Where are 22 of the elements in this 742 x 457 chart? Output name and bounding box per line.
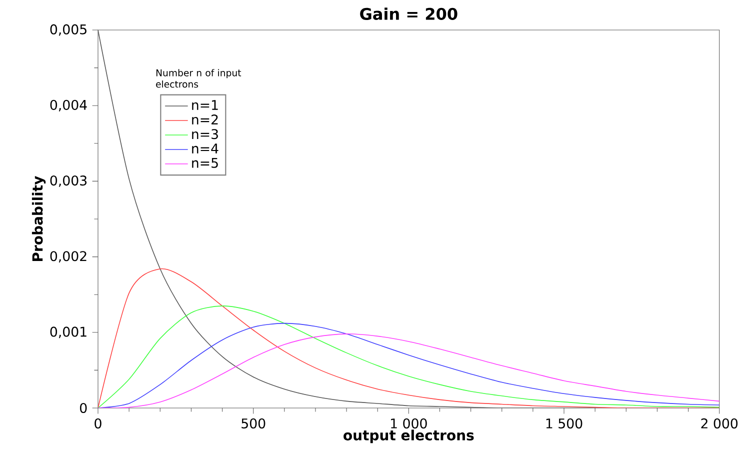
x-tick-label: 500: [242, 418, 266, 428]
chart-title: Gain = 200: [360, 8, 458, 20]
y-tick-label: 0,002: [50, 251, 86, 263]
line-series: [98, 268, 720, 408]
y-tick-label: 0,001: [50, 326, 86, 338]
legend-label: n=1: [192, 100, 218, 110]
y-tick-label: 0: [80, 402, 87, 414]
y-tick-label: 0,004: [50, 100, 87, 112]
y-axis-title: Probability: [32, 176, 46, 261]
x-tick-label: 0: [94, 418, 102, 428]
legend-label: n=5: [192, 158, 218, 168]
legend-title: Number n of input electrons: [156, 69, 242, 88]
line-series: [98, 306, 720, 408]
y-tick-label: 0,003: [50, 175, 87, 187]
legend-label: n=2: [192, 114, 218, 124]
x-tick-label: 2 000: [701, 418, 738, 428]
x-tick-label: 1 500: [546, 418, 582, 428]
legend-label: n=4: [192, 144, 218, 154]
y-tick-label: 0,005: [50, 24, 86, 36]
legend-label: n=3: [192, 129, 218, 140]
x-axis-title: output electrons: [344, 430, 474, 444]
x-tick-label: 1 000: [391, 418, 427, 428]
